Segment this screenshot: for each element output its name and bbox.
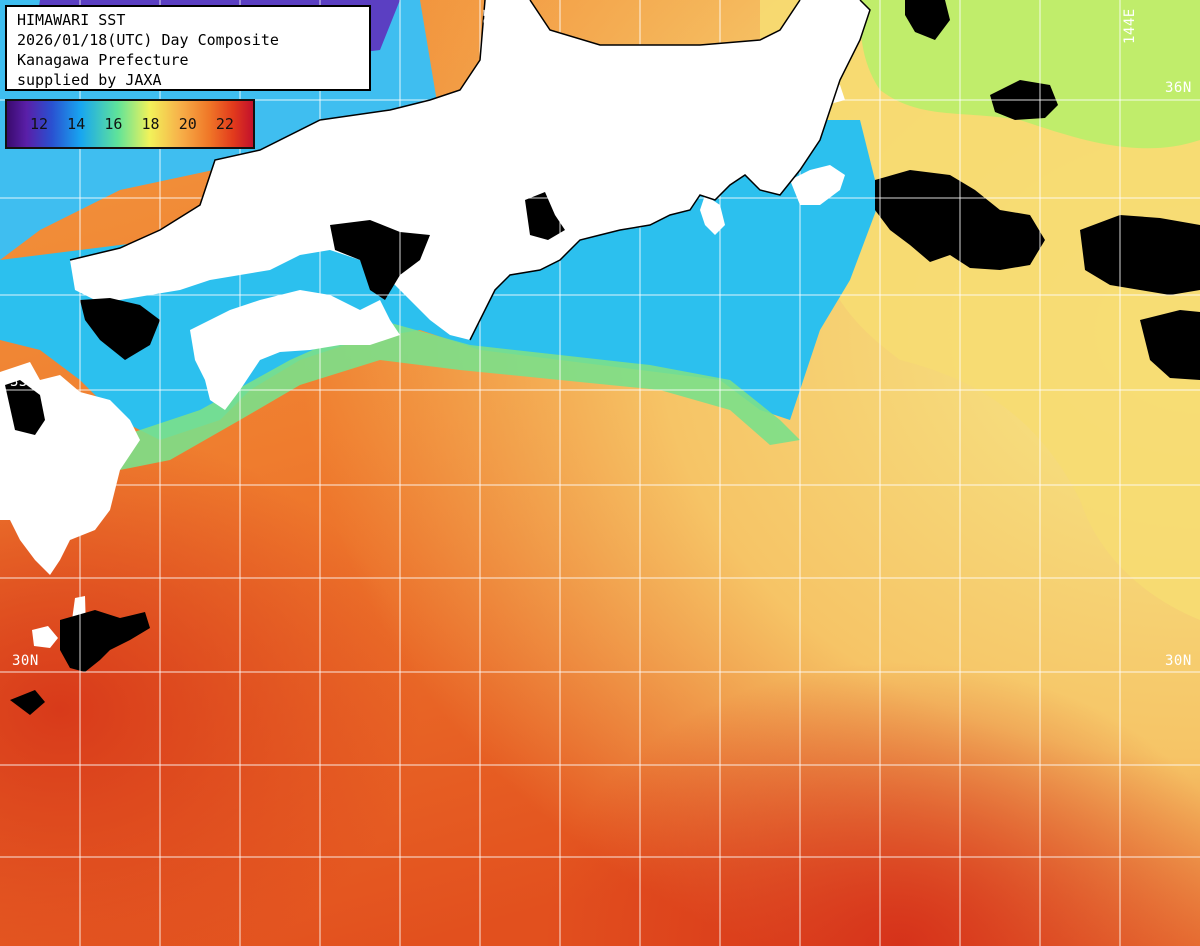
legend-tick: 18 <box>141 115 160 133</box>
map-date: 2026/01/18(UTC) Day Composite <box>17 31 279 49</box>
land-izu-peninsula <box>700 195 725 235</box>
sea-coastal-green <box>110 320 800 470</box>
longitude-grid <box>79 0 1121 946</box>
cloud-nansei-small <box>10 690 45 715</box>
longitude-label-144e: 144E <box>1122 8 1138 44</box>
sea-green-northeast <box>860 0 1200 149</box>
map-title-box: HIMAWARI SST 2026/01/18(UTC) Day Composi… <box>5 5 371 91</box>
latitude-grid <box>0 99 1200 858</box>
legend-tick: 20 <box>178 115 197 133</box>
legend-tick: 22 <box>215 115 234 133</box>
cloud-east-2 <box>1080 215 1200 295</box>
cloud-east-3 <box>1140 310 1200 380</box>
latitude-label-36n: 36N <box>1165 80 1192 96</box>
land-sado-island <box>820 85 845 104</box>
land-boso-peninsula <box>790 165 845 205</box>
cloud-nansei <box>60 610 150 672</box>
cloud-kyushu-west <box>5 380 45 435</box>
cloud-north-1 <box>905 0 950 40</box>
legend-tick: 16 <box>104 115 123 133</box>
cloud-ise-bay <box>525 192 565 240</box>
sea-yellow-band <box>760 0 1200 620</box>
land-shikoku <box>190 290 400 410</box>
cloud-seto-inland <box>80 298 160 360</box>
legend-tick: 14 <box>67 115 86 133</box>
land-honshu-west <box>70 0 870 340</box>
map-title: HIMAWARI SST <box>17 11 126 29</box>
legend-tick: 12 <box>30 115 49 133</box>
map-source: supplied by JAXA <box>17 71 162 89</box>
cloud-kii <box>330 220 430 300</box>
latitude-label-33: 33 <box>10 374 28 390</box>
map-region: Kanagawa Prefecture <box>17 51 189 69</box>
land-yakushima <box>32 626 58 648</box>
coastline-outlines <box>69 0 871 341</box>
land-awaji-island <box>300 296 320 318</box>
temperature-legend: 12 14 16 18 20 22 <box>5 99 255 149</box>
longitude-label-136e: 136E <box>482 8 498 44</box>
latitude-label-30n-right: 30N <box>1165 653 1192 669</box>
latitude-label-30n-left: 30N <box>12 653 39 669</box>
